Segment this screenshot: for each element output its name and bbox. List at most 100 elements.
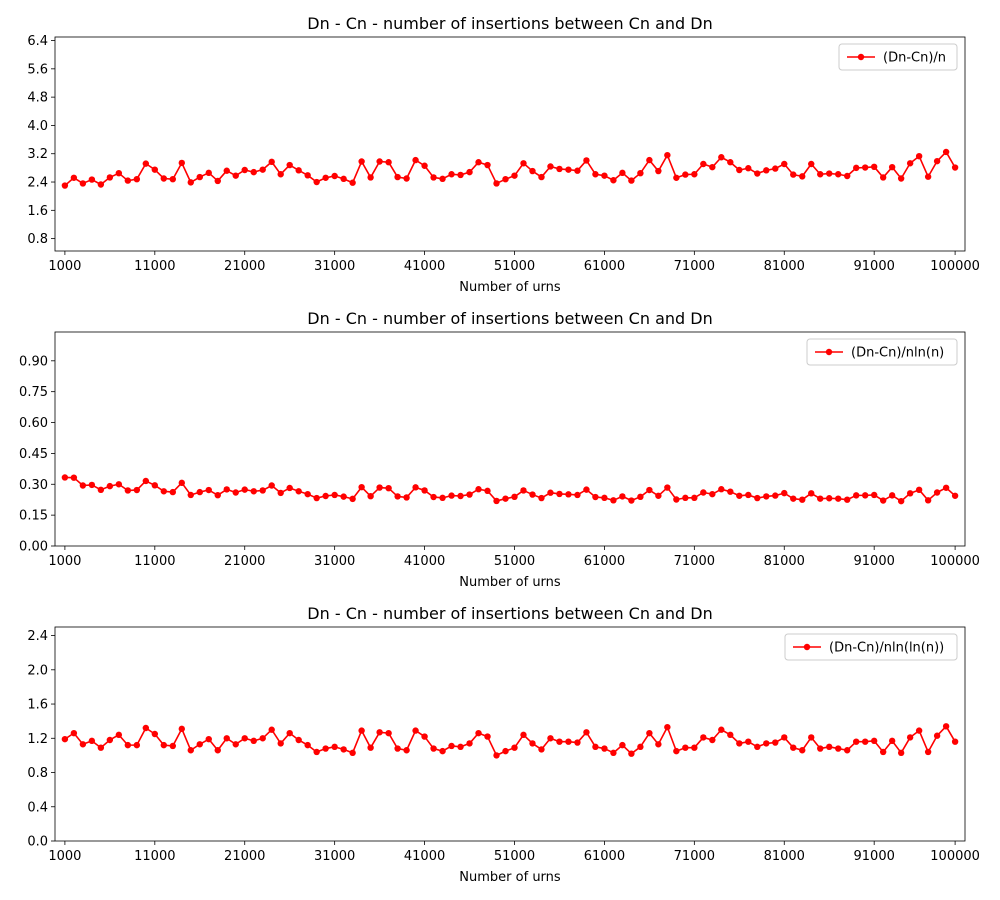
- data-point: [268, 158, 275, 166]
- data-point: [385, 729, 392, 737]
- data-point: [610, 497, 617, 504]
- y-tick-label: 2.0: [27, 663, 48, 678]
- data-point: [511, 744, 518, 751]
- data-point: [520, 160, 527, 167]
- data-point: [232, 172, 239, 179]
- data-point: [664, 723, 671, 731]
- data-point: [250, 488, 257, 495]
- data-point: [241, 735, 248, 742]
- data-point: [493, 497, 500, 505]
- data-point: [403, 494, 410, 501]
- data-point: [754, 494, 761, 502]
- y-tick-label: 0.4: [27, 800, 48, 815]
- data-point: [619, 741, 626, 749]
- data-point: [214, 491, 221, 499]
- data-point: [286, 729, 293, 737]
- data-point: [835, 745, 842, 752]
- data-point: [808, 734, 815, 741]
- data-point: [412, 727, 419, 734]
- data-point: [412, 156, 419, 164]
- x-tick-label: 51000: [494, 259, 535, 274]
- data-point: [88, 176, 96, 183]
- data-point: [268, 726, 275, 733]
- x-tick-label: 51000: [494, 554, 535, 569]
- data-point: [826, 495, 833, 502]
- data-point: [421, 162, 428, 169]
- data-point: [457, 171, 464, 179]
- data-point: [412, 484, 419, 491]
- data-point: [565, 166, 572, 173]
- data-point: [763, 740, 770, 747]
- data-point: [349, 749, 356, 757]
- data-point: [394, 745, 401, 752]
- data-point: [754, 743, 761, 751]
- data-point: [106, 482, 114, 490]
- data-point: [205, 169, 212, 177]
- y-tick-label: 0.90: [19, 354, 48, 369]
- x-tick-label: 61000: [584, 259, 625, 274]
- data-point: [655, 492, 662, 499]
- data-point: [439, 747, 446, 755]
- data-point: [529, 740, 536, 747]
- x-tick-label: 21000: [224, 554, 265, 569]
- data-point: [133, 176, 141, 183]
- x-tick-label: 31000: [314, 554, 355, 569]
- data-point: [906, 160, 914, 167]
- data-point: [763, 493, 770, 500]
- y-tick-label: 0.8: [27, 766, 48, 781]
- x-tick-label: 1000: [48, 849, 81, 864]
- y-tick-label: 4.8: [27, 91, 48, 106]
- data-point: [520, 731, 527, 739]
- data-point: [421, 487, 428, 494]
- data-point: [178, 159, 185, 167]
- data-point: [106, 736, 114, 744]
- data-point: [79, 741, 87, 748]
- x-tick-label: 1000: [48, 259, 81, 274]
- data-point: [942, 484, 950, 491]
- data-point: [888, 737, 896, 745]
- plot-frame: [54, 36, 966, 252]
- x-tick-label: 41000: [404, 554, 445, 569]
- data-point: [745, 165, 752, 172]
- data-point: [70, 474, 78, 481]
- data-point: [142, 724, 150, 732]
- data-point: [933, 489, 941, 496]
- data-point: [124, 487, 132, 494]
- data-point: [295, 736, 302, 744]
- data-point: [79, 180, 87, 187]
- data-point: [502, 176, 509, 183]
- y-tick-label: 5.6: [27, 62, 48, 77]
- data-point: [897, 175, 905, 182]
- data-point: [376, 484, 383, 491]
- data-point: [376, 729, 383, 736]
- data-point: [655, 741, 662, 748]
- data-point: [637, 743, 644, 751]
- data-point: [826, 743, 833, 751]
- data-point: [637, 169, 644, 177]
- data-point: [745, 738, 752, 745]
- data-point: [610, 749, 617, 757]
- data-point: [61, 474, 69, 481]
- x-axis-label: Number of urns: [459, 870, 561, 885]
- x-tick-label: 11000: [134, 849, 175, 864]
- y-tick-label: 1.6: [27, 204, 48, 219]
- x-tick-label: 71000: [674, 554, 715, 569]
- x-tick-label: 31000: [314, 849, 355, 864]
- data-point: [870, 491, 878, 499]
- y-tick-label: 2.4: [27, 176, 48, 191]
- data-point: [367, 174, 374, 181]
- data-point: [763, 167, 770, 174]
- data-point: [160, 175, 167, 182]
- data-point: [322, 174, 329, 181]
- data-point: [88, 481, 96, 489]
- data-point: [799, 747, 806, 754]
- data-point: [844, 747, 851, 754]
- data-point: [196, 173, 203, 181]
- data-point: [790, 171, 797, 178]
- data-point: [583, 157, 590, 164]
- data-point: [951, 738, 959, 745]
- data-point: [214, 177, 221, 185]
- x-tick-label: 21000: [224, 849, 265, 864]
- data-point: [772, 492, 779, 499]
